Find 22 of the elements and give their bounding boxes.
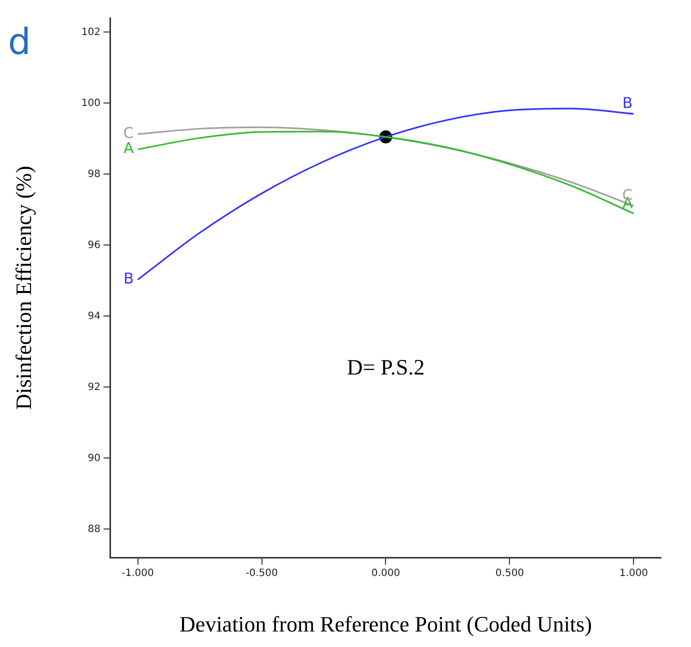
line-series [136,108,635,280]
y-tick-label: 92 [88,382,100,393]
y-tick-label: 102 [81,26,100,38]
y-tick-label: 90 [88,452,100,464]
x-axis-title: Deviation from Reference Point (Coded Units) [180,612,592,637]
y-tick-label: 96 [88,240,100,251]
x-tick-label: 0.500 [495,568,524,580]
x-tick-label: 1.000 [619,568,648,580]
x-tick-label: -0.500 [246,568,278,580]
text: B [123,270,134,288]
y-tick-label: 88 [88,524,100,535]
x-tick-label: 0.000 [371,568,400,580]
annotation: D= P.S.2 [346,354,425,380]
y-axis-title: Disinfection Efficiency (%) [10,166,36,410]
text: A [124,139,134,158]
series-label: B [622,94,633,112]
y-tick-label: 100 [81,98,100,109]
y-tick-label: 98 [88,168,100,180]
text: C [123,124,134,142]
y-tick-label: 94 [88,310,100,322]
x-tick-label: -1.000 [122,568,154,580]
chart-title: d [8,22,31,63]
